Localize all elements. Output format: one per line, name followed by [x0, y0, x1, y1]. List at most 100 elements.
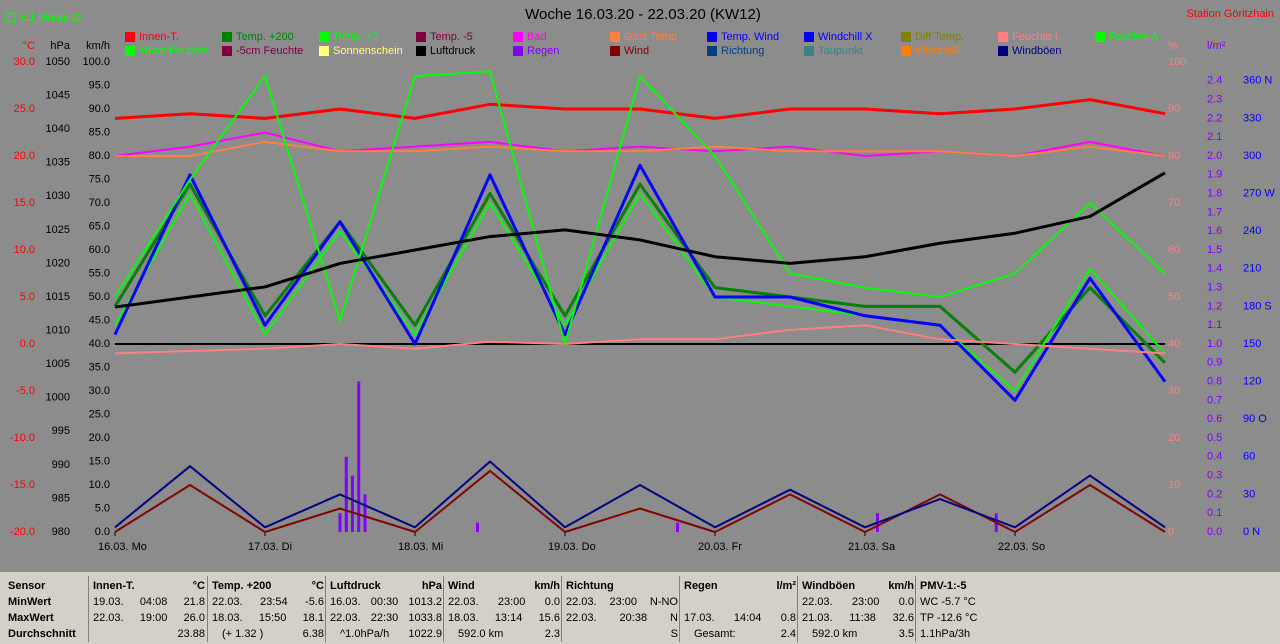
table-cell: 23:00 [609, 596, 637, 608]
y-tick-label: 150 [1243, 338, 1261, 350]
column-title: Windböen [802, 580, 856, 592]
column-separator [207, 576, 208, 642]
legend-label: Bad [527, 31, 547, 43]
legend-swatch [804, 46, 814, 56]
column-separator [88, 576, 89, 642]
y-tick-label: 0.4 [1207, 451, 1222, 463]
y-tick-label: 15.0 [89, 455, 110, 467]
table-cell: 23.88 [177, 628, 205, 640]
y-tick-label: 75.0 [89, 173, 110, 185]
legend-label: -5cm Feuchte [236, 45, 303, 57]
column-separator [325, 576, 326, 642]
table-row: 592.0 km 2.3 [448, 626, 560, 642]
legend-label: Temp. Wind [721, 31, 779, 43]
column-header: Innen-T. °C [93, 578, 205, 594]
y-tick-label: 0.8 [1207, 376, 1222, 388]
table-cell: 0.8 [780, 612, 796, 624]
legend-swatch [1095, 32, 1105, 42]
y-tick-label: 0.7 [1207, 394, 1222, 406]
table-cell: 2.4 [780, 628, 796, 640]
y-tick-label: 120 [1243, 376, 1261, 388]
table-row: Gesamt: 2.4 [684, 626, 796, 642]
table-cell: WC -5.7 °C [920, 596, 976, 608]
table-row: S [566, 626, 678, 642]
table-cell: 17.03. [684, 612, 715, 624]
y-tick-label: 1.7 [1207, 206, 1222, 218]
table-cell: 18.03. [448, 612, 479, 624]
table-cell: 23:00 [497, 596, 526, 608]
table-cell: 22.03. [93, 612, 124, 624]
column-header: Temp. +200 °C [212, 578, 324, 594]
axis-unit: % [1168, 40, 1178, 52]
table-cell: 22.03. [566, 612, 597, 624]
y-tick-label: 0.5 [1207, 432, 1222, 444]
column-separator [443, 576, 444, 642]
table-row: 17.03. 14:04 0.8 [684, 610, 796, 626]
y-tick-label: 1.0 [1207, 338, 1222, 350]
y-tick-label: 1.1 [1207, 319, 1222, 331]
y-tick-label: 55.0 [89, 267, 110, 279]
table-cell: TP -12.6 °C [920, 612, 978, 624]
note-icon [5, 12, 16, 23]
table-column: Windböen km/h 22.03. 23:00 0.0 21.03. 11:38 32.… [802, 578, 914, 642]
table-row [684, 594, 796, 610]
series-line [114, 192, 1166, 392]
legend-swatch [319, 32, 329, 42]
note: 5.1 Monat-Ø [20, 12, 82, 24]
y-tick-label: 20.0 [14, 150, 35, 162]
column-unit: km/h [888, 580, 914, 592]
column-header: Luftdruck hPa [330, 578, 442, 594]
y-tick-label: 1.2 [1207, 300, 1222, 312]
table-cell: S [670, 628, 678, 640]
table-cell: 19.03. [93, 596, 124, 608]
table-cell: 22.03. [802, 596, 833, 608]
column-unit: °C [311, 580, 324, 592]
legend-label: Temp. -5 [430, 31, 473, 43]
legend-label: Richtung [721, 45, 764, 57]
legend-swatch [998, 46, 1008, 56]
x-tick-label: 17.03. Di [248, 541, 292, 553]
table-row: MinWert [8, 594, 120, 610]
legend-swatch [707, 32, 717, 42]
table-cell: N-NO [649, 596, 678, 608]
legend-swatch [610, 46, 620, 56]
table-row: 22.03. 19:00 26.0 [93, 610, 205, 626]
table-cell: 592.0 km [458, 628, 504, 640]
y-tick-label: 2.0 [1207, 150, 1222, 162]
legend-swatch [222, 32, 232, 42]
legend-label: Windchill [915, 45, 959, 57]
axis-unit: l/m² [1207, 40, 1226, 52]
table-column: Innen-T. °C 19.03. 04:08 21.8 22.03. 19:00 26.0… [93, 578, 205, 642]
y-tick-label: 0.0 [95, 526, 110, 538]
y-tick-label: 1010 [46, 324, 70, 336]
y-tick-label: 70.0 [89, 197, 110, 209]
y-tick-label: 300 [1243, 150, 1261, 162]
legend-swatch [125, 32, 135, 42]
column-header: Wind km/h [448, 578, 560, 594]
legend-swatch [901, 32, 911, 42]
legend-label: Temp. +200 [236, 31, 294, 43]
rain-bar [363, 494, 367, 532]
x-tick-label: 20.03. Fr [698, 541, 742, 553]
y-tick-label: 270 W [1243, 188, 1275, 200]
y-tick-label: 1030 [46, 190, 70, 202]
table-column: Sensor MinWert MaxWert Durchschnitt [8, 578, 120, 642]
y-tick-label: 1020 [46, 257, 70, 269]
y-tick-label: 65.0 [89, 220, 110, 232]
series-line [115, 140, 1166, 157]
table-cell: 16.03. [330, 596, 361, 608]
table-row: 22.03. 23:00 0.0 [448, 594, 560, 610]
legend-swatch [998, 32, 1008, 42]
y-tick-label: 35.0 [89, 361, 110, 373]
table-cell: 0.0 [544, 596, 560, 608]
y-tick-label: 80 [1168, 150, 1180, 162]
legend-swatch [804, 32, 814, 42]
y-tick-label: 70 [1168, 197, 1180, 209]
y-tick-label: 60.0 [89, 244, 110, 256]
legend-label: Sonnenschein [333, 45, 403, 57]
table-cell: 22:30 [370, 612, 399, 624]
y-tick-label: 1.8 [1207, 188, 1222, 200]
y-tick-label: 330 [1243, 112, 1261, 124]
y-tick-label: -10.0 [10, 432, 35, 444]
series-line [114, 98, 1166, 120]
